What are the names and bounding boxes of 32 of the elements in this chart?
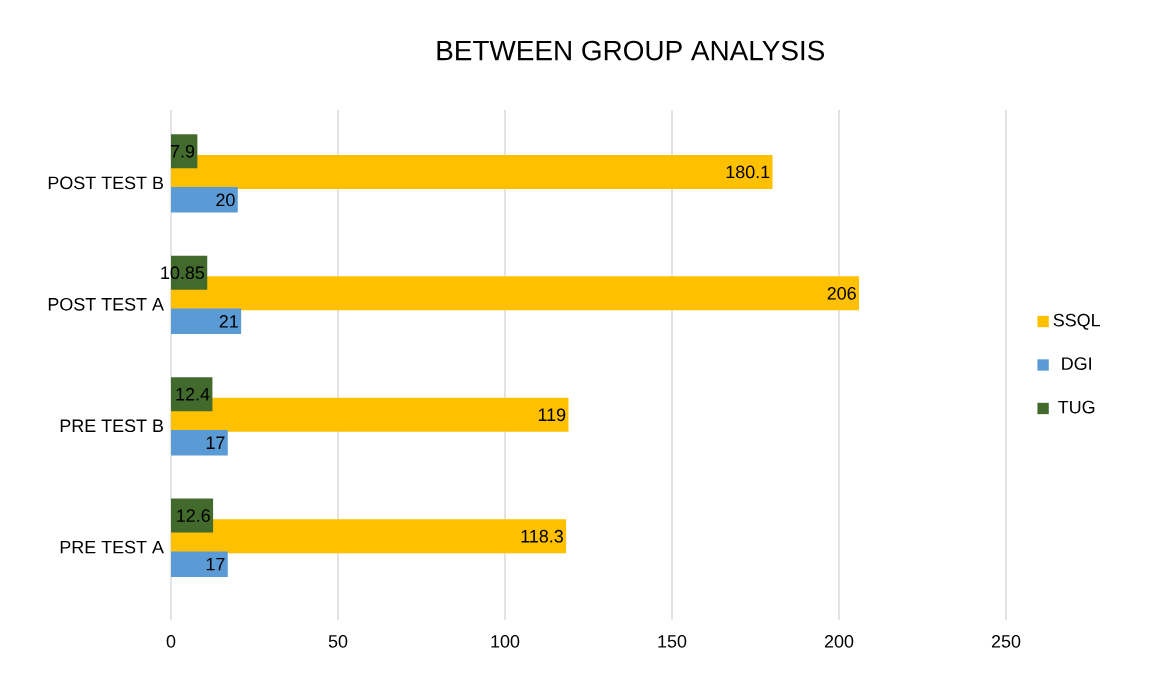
data-label: 12.6: [177, 509, 210, 522]
bar: [171, 498, 214, 533]
data-label: 12.4: [176, 387, 210, 401]
data-label: 206: [827, 287, 856, 300]
data-label: 17: [206, 436, 225, 449]
chart-title: BETWEEN GROUP ANALYSIS: [437, 40, 825, 61]
data-label: 119: [538, 408, 566, 422]
x-tick-label: 0: [166, 635, 176, 648]
data-label: 118.3: [521, 529, 563, 543]
bar: [171, 429, 228, 456]
bar: [171, 134, 198, 169]
legend-label: DGI: [1062, 357, 1091, 370]
y-tick-label: PRE TEST B: [60, 419, 164, 433]
x-tick-label: 150: [658, 635, 687, 648]
x-tick-label: 250: [991, 635, 1021, 648]
data-label: 17: [206, 557, 225, 571]
bar: [171, 377, 213, 412]
x-tick-label: 100: [491, 635, 520, 648]
data-label: 180.1: [726, 165, 770, 179]
y-tick-label: PRE TEST A: [60, 540, 164, 554]
bar: [171, 187, 238, 213]
legend-label: SSQL: [1053, 313, 1101, 330]
bar: [171, 308, 242, 335]
bar: [171, 551, 228, 577]
x-tick-label: 50: [328, 635, 348, 648]
data-label: 21: [219, 315, 238, 328]
y-tick-label: POST TEST A: [48, 297, 164, 311]
data-label: 7.9: [170, 144, 195, 158]
y-tick-label: POST TEST B: [48, 176, 164, 190]
legend-label: TUG: [1058, 400, 1095, 414]
x-tick-label: 200: [824, 635, 854, 648]
data-label: 20: [216, 193, 235, 207]
